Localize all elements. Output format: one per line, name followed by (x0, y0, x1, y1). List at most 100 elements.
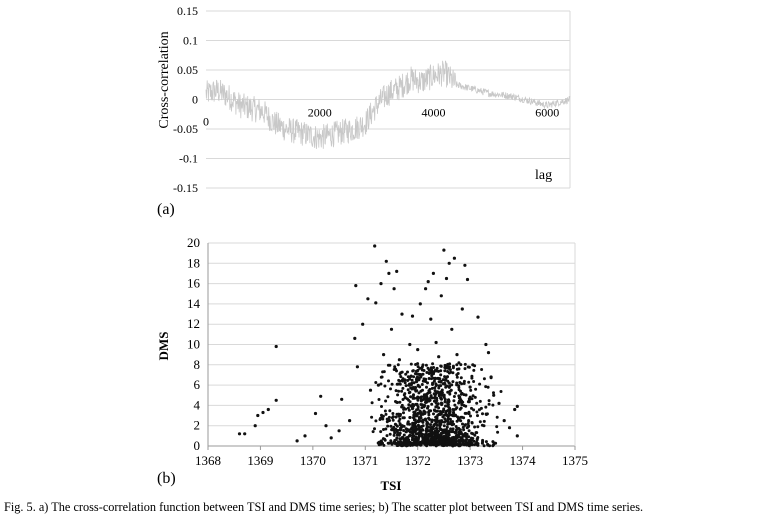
scatter-point (403, 396, 407, 400)
scatter-point (355, 365, 359, 369)
scatter-point (405, 397, 409, 401)
scatter-point (474, 387, 478, 391)
scatter-point (400, 389, 404, 393)
scatter-point (441, 382, 445, 386)
scatter-point (446, 398, 450, 402)
panel-a-series-line (205, 60, 571, 149)
scatter-point (391, 412, 395, 415)
panel-a-y-tick-label: -0.15 (173, 181, 198, 195)
scatter-point (432, 427, 435, 431)
scatter-point (417, 427, 420, 431)
scatter-point (460, 307, 464, 311)
scatter-point (466, 400, 470, 404)
scatter-point (442, 424, 446, 428)
scatter-point (482, 424, 486, 428)
scatter-point (452, 410, 455, 414)
panel-b-y-tick-label: 2 (194, 418, 201, 433)
panel-a-series (205, 60, 571, 149)
scatter-point (447, 381, 451, 385)
scatter-point (381, 370, 385, 374)
scatter-point (416, 383, 420, 387)
scatter-point (427, 413, 431, 417)
scatter-point (398, 379, 402, 383)
scatter-point (379, 282, 383, 286)
panel-b-y-tick-label: 12 (187, 316, 200, 331)
scatter-point (404, 407, 408, 411)
scatter-point (416, 348, 420, 352)
scatter-point (432, 399, 436, 403)
scatter-point (390, 416, 394, 420)
scatter-point (406, 435, 410, 439)
panel-b-x-axis-label: TSI (381, 478, 402, 493)
scatter-point (377, 398, 381, 401)
scatter-point (416, 368, 420, 372)
panel-a-y-axis-label: Cross-correlation (157, 31, 172, 128)
scatter-point (437, 429, 440, 433)
scatter-point (421, 388, 424, 392)
scatter-point (428, 418, 432, 421)
scatter-point (467, 412, 471, 416)
scatter-point (387, 379, 390, 383)
scatter-point (489, 375, 493, 379)
scatter-point (444, 404, 447, 408)
scatter-point (440, 420, 444, 424)
scatter-point (433, 386, 437, 390)
scatter-point (438, 422, 442, 426)
panel-a-y-tick-label: 0.1 (183, 34, 198, 48)
scatter-point (390, 442, 394, 446)
scatter-point (237, 432, 242, 436)
scatter-point (455, 363, 459, 367)
scatter-point (429, 317, 433, 321)
scatter-point (423, 396, 427, 399)
panel-a-y-tick-label: 0.05 (177, 63, 198, 77)
scatter-point (495, 415, 499, 419)
scatter-point (389, 387, 392, 391)
scatter-point (446, 409, 450, 412)
scatter-point (447, 385, 451, 389)
scatter-point (457, 385, 461, 389)
scatter-point (436, 439, 440, 443)
scatter-point (446, 417, 450, 420)
scatter-point (427, 371, 431, 375)
scatter-point (462, 393, 466, 397)
scatter-point (481, 412, 484, 416)
scatter-point (417, 417, 421, 421)
scatter-point (470, 374, 474, 378)
scatter-point (392, 287, 396, 291)
scatter-point (443, 434, 447, 438)
scatter-point (409, 395, 413, 399)
scatter-point (443, 398, 447, 401)
scatter-point (469, 388, 473, 392)
scatter-point (397, 389, 401, 393)
scatter-point (457, 367, 461, 371)
panel-b-y-tick-label: 0 (194, 438, 201, 453)
scatter-point (407, 408, 411, 412)
scatter-point (386, 395, 390, 399)
scatter-point (464, 423, 467, 427)
scatter-point (445, 414, 449, 417)
scatter-point (443, 363, 447, 367)
scatter-point (407, 429, 411, 433)
scatter-point (466, 365, 470, 369)
scatter-point (388, 409, 392, 413)
scatter-point (414, 363, 418, 366)
scatter-point (428, 387, 432, 391)
scatter-point (393, 422, 397, 426)
scatter-point (437, 406, 441, 410)
scatter-point (393, 431, 397, 435)
scatter-point (480, 368, 484, 371)
scatter-point (354, 284, 358, 288)
scatter-point (471, 394, 475, 398)
scatter-point (411, 421, 415, 425)
scatter-point (425, 436, 429, 440)
scatter-point (499, 390, 503, 393)
scatter-point (451, 430, 455, 434)
scatter-point (337, 429, 341, 433)
scatter-point (484, 405, 488, 409)
scatter-point (447, 261, 451, 265)
scatter-point (406, 421, 410, 425)
scatter-point (455, 375, 459, 379)
scatter-point (266, 407, 270, 412)
scatter-point (384, 399, 388, 403)
scatter-point (478, 420, 482, 424)
